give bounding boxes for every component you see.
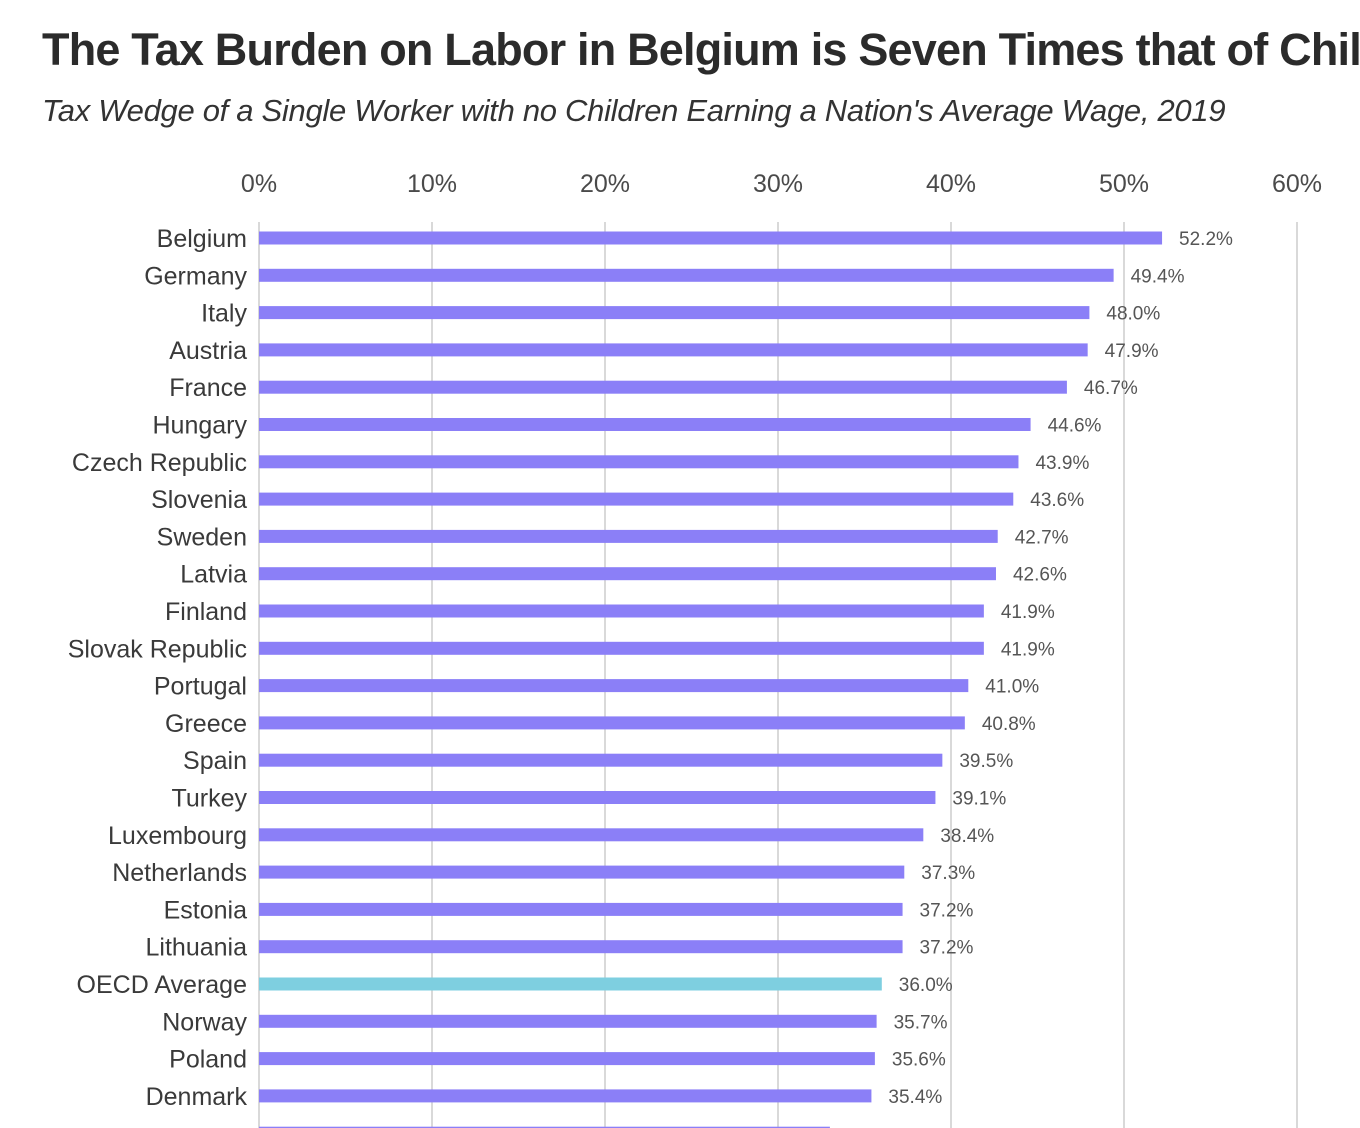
category-label: Finland (165, 598, 247, 626)
data-label: 42.6% (1013, 565, 1067, 586)
category-label: OECD Average (77, 971, 247, 999)
data-label: 39.1% (952, 789, 1006, 810)
x-axis-ticks: 0% 10% 20% 30% 40% 50% 60% (241, 170, 1322, 198)
data-label: 52.2% (1179, 229, 1233, 250)
category-label: Latvia (180, 561, 247, 589)
data-label: 43.9% (1035, 453, 1089, 474)
x-tick-label: 50% (1099, 170, 1149, 198)
data-label: 48.0% (1106, 304, 1160, 325)
bar-latvia (259, 567, 996, 581)
bar-greece (259, 716, 965, 730)
category-label: Denmark (146, 1083, 248, 1111)
bar-hungary (259, 418, 1031, 431)
data-label: 44.6% (1048, 416, 1102, 437)
x-tick-label: 40% (926, 170, 976, 198)
category-label: Slovenia (151, 486, 247, 514)
bar-truncated (259, 1126, 830, 1128)
bar-slovenia (259, 492, 1014, 506)
bar-czech-republic (259, 455, 1019, 469)
category-label: Spain (183, 747, 247, 775)
data-label: 47.9% (1105, 341, 1159, 362)
category-labels: Belgium Germany Italy Austria France Hungary C… (68, 225, 248, 1111)
bar-oecd-average (259, 977, 882, 991)
category-label: Poland (169, 1046, 247, 1074)
category-label: Czech Republic (72, 449, 247, 477)
category-label: Norway (162, 1008, 247, 1036)
bar-austria (259, 343, 1088, 357)
x-tick-label: 10% (407, 170, 457, 198)
data-label: 38.4% (940, 826, 994, 847)
bar-turkey (259, 791, 936, 804)
bar-portugal (259, 679, 969, 693)
data-label: 41.0% (985, 677, 1039, 698)
x-tick-label: 20% (580, 170, 630, 198)
category-label: Turkey (172, 785, 248, 813)
bars (259, 231, 1163, 1128)
data-label: 42.7% (1015, 527, 1069, 548)
category-label: Germany (144, 262, 247, 290)
category-label: Slovak Republic (68, 635, 247, 663)
data-label: 37.3% (921, 863, 975, 884)
bar-slovak-republic (259, 641, 984, 655)
data-labels: 52.2% 49.4% 48.0% 47.9% 46.7% 44.6% 43.9% 43.6%… (888, 229, 1233, 1108)
bar-denmark (259, 1089, 872, 1103)
bar-sweden (259, 529, 998, 543)
data-label: 35.4% (888, 1087, 942, 1108)
x-tick-label: 60% (1272, 170, 1322, 198)
bar-belgium (259, 231, 1163, 245)
data-label: 36.0% (899, 975, 953, 996)
data-label: 49.4% (1131, 266, 1185, 287)
category-label: Italy (201, 300, 247, 328)
bar-luxembourg (259, 828, 924, 842)
bar-netherlands (259, 865, 905, 879)
category-label: Netherlands (112, 859, 247, 887)
data-label: 41.9% (1001, 639, 1055, 660)
category-label: Portugal (154, 673, 247, 701)
x-tick-label: 30% (753, 170, 803, 198)
bar-spain (259, 753, 943, 767)
category-label: Luxembourg (108, 822, 247, 850)
chart-subtitle: Tax Wedge of a Single Worker with no Chi… (42, 93, 1226, 128)
bar-norway (259, 1014, 877, 1028)
bar-france (259, 380, 1067, 394)
data-label: 43.6% (1030, 490, 1084, 511)
bar-germany (259, 268, 1114, 282)
data-label: 46.7% (1084, 378, 1138, 399)
data-label: 37.2% (920, 938, 974, 959)
x-tick-label: 0% (241, 170, 277, 198)
category-label: Lithuania (146, 934, 248, 962)
data-label: 35.7% (894, 1012, 948, 1033)
bar-estonia (259, 902, 903, 916)
data-label: 37.2% (920, 900, 974, 921)
category-label: Sweden (157, 523, 247, 551)
category-label: Austria (169, 337, 247, 365)
bar-poland (259, 1052, 875, 1066)
bar-lithuania (259, 940, 903, 954)
category-label: France (169, 374, 247, 402)
category-label: Hungary (153, 412, 248, 440)
category-label: Belgium (157, 225, 247, 253)
data-label: 39.5% (959, 751, 1013, 772)
data-label: 35.6% (892, 1050, 946, 1071)
gridlines (258, 222, 1298, 1128)
data-label: 41.9% (1001, 602, 1055, 623)
bar-finland (259, 604, 984, 618)
bar-italy (259, 306, 1090, 320)
category-label: Estonia (164, 896, 247, 924)
category-label: Greece (165, 710, 247, 738)
data-label: 40.8% (982, 714, 1036, 735)
chart-title: The Tax Burden on Labor in Belgium is Se… (42, 24, 1360, 75)
